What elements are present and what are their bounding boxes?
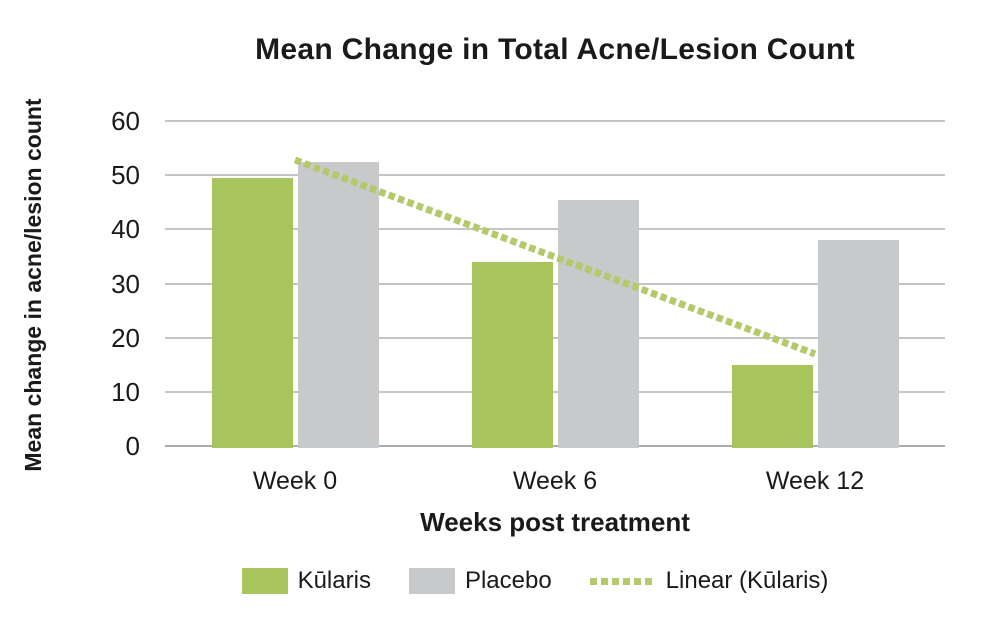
bar-placebo-2 — [818, 240, 899, 448]
x-axis-title: Weeks post treatment — [420, 507, 690, 537]
x-tick-label: Week 0 — [252, 467, 338, 495]
y-tick-label: 60 — [111, 106, 140, 136]
legend-item-k-laris: Kūlaris — [241, 567, 371, 595]
legend: Kūlaris Placebo Linear (Kūlaris) — [35, 567, 1000, 595]
legend-swatch-icon — [408, 568, 455, 594]
gridline-10 — [165, 390, 945, 393]
bar-klaris-0 — [212, 177, 293, 448]
bar-placebo-0 — [298, 161, 379, 448]
gridline-60 — [165, 120, 945, 122]
bar-placebo-1 — [558, 199, 639, 448]
gridline-0 — [165, 445, 945, 447]
y-axis-title: Mean change in acne/lesion count — [20, 98, 46, 472]
y-tick-label: 0 — [125, 431, 140, 461]
x-tick-label: Week 6 — [512, 467, 598, 495]
y-tick-label: 20 — [111, 322, 140, 353]
legend-item-placebo: Placebo — [408, 567, 552, 595]
chart-title: Mean Change in Total Acne/Lesion Count — [255, 33, 855, 66]
bar-klaris-1 — [472, 261, 553, 448]
y-tick-label: 50 — [111, 160, 140, 191]
y-tick-label: 40 — [111, 214, 140, 245]
y-tick-label: 10 — [111, 376, 140, 407]
legend-label: Linear (Kūlaris) — [665, 567, 829, 594]
legend-label: Kūlaris — [297, 567, 371, 594]
bar-klaris-2 — [732, 364, 813, 448]
legend-swatch-icon — [241, 568, 288, 594]
y-tick-label: 30 — [111, 268, 140, 299]
gridline-50 — [165, 174, 945, 177]
x-tick-label: Week 12 — [765, 467, 865, 495]
legend-label: Placebo — [464, 567, 552, 594]
legend-item-linear-k-laris: Linear (Kūlaris) — [589, 567, 829, 595]
legend-dotted-line-icon — [589, 577, 656, 585]
